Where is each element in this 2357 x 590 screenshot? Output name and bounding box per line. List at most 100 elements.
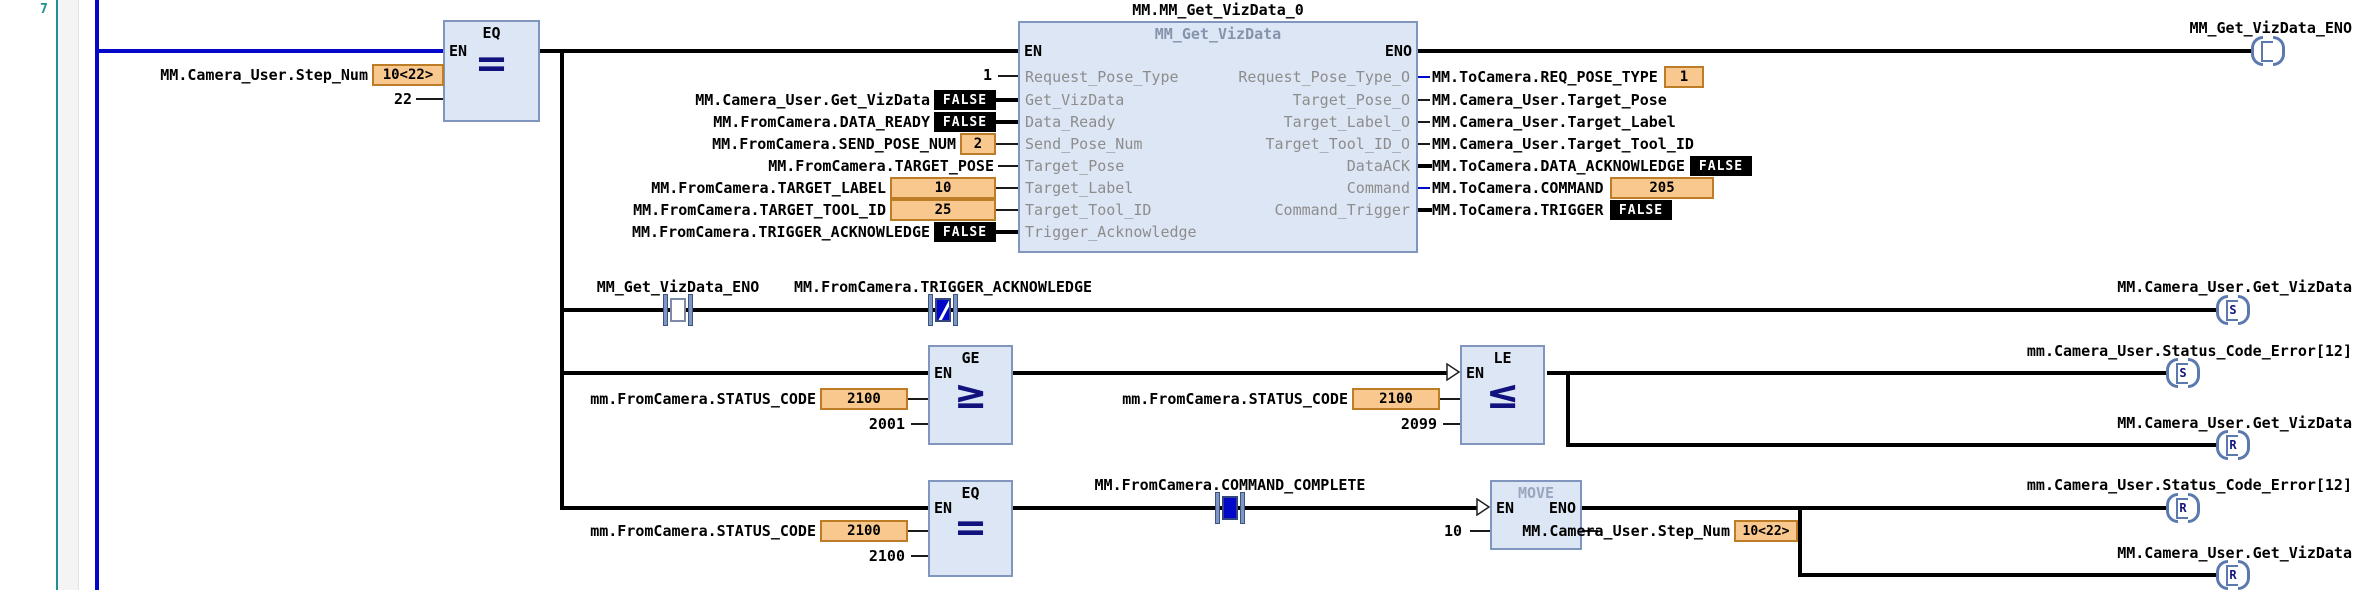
coil-arc-right [2188, 358, 2200, 388]
eq2-in1-value[interactable]: 2100 [820, 520, 908, 542]
fb-pin-target-label: Target_Label [1025, 179, 1134, 197]
le-block[interactable]: LE EN ≤ [1460, 345, 1545, 445]
move-in-literal[interactable]: 10 [1443, 522, 1462, 540]
conn-fb-in3 [996, 120, 1018, 124]
conn-le-in1 [1440, 398, 1460, 400]
conn-fb-in2 [996, 98, 1018, 102]
fb-out-target-pose-label[interactable]: MM.Camera_User.Target_Pose [1432, 91, 1667, 109]
rung4-reset1-coil[interactable]: R [2166, 493, 2200, 523]
fb-in-get-vizdata-value[interactable]: FALSE [934, 90, 996, 110]
fb-out-target-label-label[interactable]: MM.Camera_User.Target_Label [1432, 113, 1676, 131]
fb-in-get-vizdata-label[interactable]: MM.Camera_User.Get_VizData [695, 91, 930, 109]
fb-instance-name[interactable]: MM.MM_Get_VizData_0 [1132, 1, 1304, 19]
contact-bar [1240, 492, 1245, 524]
fb-in-data-ready-value[interactable]: FALSE [934, 112, 996, 132]
fb-out-target-tool-id-label[interactable]: MM.Camera_User.Target_Tool_ID [1432, 135, 1694, 153]
fb-out-command-value[interactable]: 205 [1610, 177, 1714, 199]
conn-fb-in7 [996, 209, 1018, 211]
conn-fb-in1 [998, 75, 1018, 77]
fb-out-req-pose-type-label[interactable]: MM.ToCamera.REQ_POSE_TYPE [1432, 68, 1658, 86]
contact1-label[interactable]: MM_Get_VizData_ENO [596, 278, 760, 296]
fb-pin-target-tool-id-o: Target_Tool_ID_O [1265, 135, 1411, 153]
rung3-reset-coil[interactable]: R [2216, 430, 2250, 460]
contact-trigger-ack-negated[interactable] [928, 294, 958, 326]
ge-in1-value[interactable]: 2100 [820, 388, 908, 410]
eq2-in2-literal[interactable]: 2100 [868, 547, 905, 565]
eq1-title: EQ [482, 24, 501, 42]
fb-out-data-ack-value[interactable]: FALSE [1690, 156, 1752, 176]
le-in1-label[interactable]: mm.FromCamera.STATUS_CODE [1122, 390, 1348, 408]
move-out-label[interactable]: MM.Camera_User.Step_Num [1522, 522, 1730, 540]
fb-out-data-ack-label[interactable]: MM.ToCamera.DATA_ACKNOWLEDGE [1432, 157, 1685, 175]
fb-in-target-tool-id-value[interactable]: 25 [890, 199, 996, 221]
fb-block[interactable]: MM_Get_VizData EN ENO Request_Pose_Type … [1018, 21, 1418, 253]
conn-fb-out4 [1418, 143, 1430, 145]
rung4-reset1-coil-label[interactable]: mm.Camera_User.Status_Code_Error[12] [2026, 476, 2352, 494]
rung4-reset2-coil[interactable]: R [2216, 560, 2250, 590]
rung-number[interactable]: 7 [40, 2, 48, 17]
fb-out-command-label[interactable]: MM.ToCamera.COMMAND [1432, 179, 1604, 197]
fb-out-trigger-value[interactable]: FALSE [1610, 200, 1672, 220]
fb-out-req-pose-type-value[interactable]: 1 [1664, 66, 1704, 88]
fb-in-target-label-value[interactable]: 10 [890, 177, 996, 199]
eno-coil-label[interactable]: MM_Get_VizData_ENO [2189, 19, 2352, 37]
fb-in-trigger-ack-label[interactable]: MM.FromCamera.TRIGGER_ACKNOWLEDGE [631, 223, 930, 241]
le-in1-value[interactable]: 2100 [1352, 388, 1440, 410]
move-block[interactable]: MOVE EN ENO [1490, 480, 1582, 550]
ge-symbol: ≥ [953, 372, 988, 418]
fb-in-send-pose-num-value[interactable]: 2 [960, 133, 996, 155]
rung3-reset-coil-label[interactable]: MM.Camera_User.Get_VizData [2117, 414, 2352, 432]
fb-in-data-ready-label[interactable]: MM.FromCamera.DATA_READY [713, 113, 930, 131]
eq2-en-pin: EN [934, 499, 953, 517]
rung2-set-coil-label[interactable]: MM.Camera_User.Get_VizData [2117, 278, 2352, 296]
conn-ge-in2 [911, 423, 928, 425]
fb-in-target-pose-label[interactable]: MM.FromCamera.TARGET_POSE [768, 157, 994, 175]
eq2-in1-label[interactable]: mm.FromCamera.STATUS_CODE [590, 522, 816, 540]
eq2-block[interactable]: EQ EN = [928, 480, 1013, 577]
eq1-block[interactable]: EQ EN = [443, 20, 540, 122]
ge-in1-label[interactable]: mm.FromCamera.STATUS_CODE [590, 390, 816, 408]
conn-eq2-in2 [911, 555, 928, 557]
move-out-value[interactable]: 10<22> [1734, 520, 1798, 542]
contact-get-vizdata-eno[interactable] [663, 294, 693, 326]
le-en-branch-arrow-icon [1446, 363, 1460, 381]
wire-rung3-branch [1566, 371, 1570, 447]
fb-in-trigger-ack-value[interactable]: FALSE [934, 222, 996, 242]
fb-out-trigger-label[interactable]: MM.ToCamera.TRIGGER [1432, 201, 1604, 219]
eq1-in2-literal[interactable]: 22 [393, 90, 412, 108]
conn-fb-out3 [1418, 121, 1430, 123]
le-symbol: ≤ [1485, 372, 1520, 418]
fb-in-target-tool-id-label[interactable]: MM.FromCamera.TARGET_TOOL_ID [633, 201, 886, 219]
wire-fb-eno-to-coil [1418, 49, 2253, 53]
fb-pin-command-trigger: Command_Trigger [1274, 201, 1410, 219]
fb-pin-trigger-acknowledge: Trigger_Acknowledge [1025, 223, 1197, 241]
rung4-reset2-coil-label[interactable]: MM.Camera_User.Get_VizData [2117, 544, 2352, 562]
eq1-en-pin: EN [449, 42, 468, 60]
ge-block[interactable]: GE EN ≥ [928, 345, 1013, 445]
fb-in-target-label-label[interactable]: MM.FromCamera.TARGET_LABEL [651, 179, 886, 197]
rung3-set-coil-label[interactable]: mm.Camera_User.Status_Code_Error[12] [2026, 342, 2352, 360]
contact2-label[interactable]: MM.FromCamera.TRIGGER_ACKNOWLEDGE [793, 278, 1093, 296]
rung3-set-coil[interactable]: S [2166, 358, 2200, 388]
fb-in-literal-1[interactable]: 1 [982, 66, 992, 84]
contact-bar [1215, 492, 1220, 524]
eq1-in1-value-box[interactable]: 10<22> [372, 64, 444, 86]
fb-pin-data-ready: Data_Ready [1025, 113, 1116, 131]
fb-in-send-pose-num-label[interactable]: MM.FromCamera.SEND_POSE_NUM [712, 135, 956, 153]
ge-in2-literal[interactable]: 2001 [868, 415, 905, 433]
coil-arc-right [2238, 560, 2250, 590]
le-in2-literal[interactable]: 2099 [1400, 415, 1437, 433]
rung2-set-coil[interactable]: S [2216, 295, 2250, 325]
eno-coil[interactable] [2251, 36, 2285, 66]
eq2-title: EQ [961, 484, 980, 502]
coil-arc-right [2238, 295, 2250, 325]
rung-margin-line [56, 0, 58, 590]
fb-pin-target-pose: Target_Pose [1025, 157, 1125, 175]
contact-command-complete[interactable] [1215, 492, 1245, 524]
coil-arc-right [2273, 36, 2285, 66]
contact3-label[interactable]: MM.FromCamera.COMMAND_COMPLETE [1094, 476, 1366, 494]
eq1-in1-label[interactable]: MM.Camera_User.Step_Num [160, 66, 368, 84]
move-en-branch-arrow-icon [1476, 498, 1490, 516]
coil-arc-left [2216, 560, 2228, 590]
conn-fb-in5 [998, 165, 1018, 167]
